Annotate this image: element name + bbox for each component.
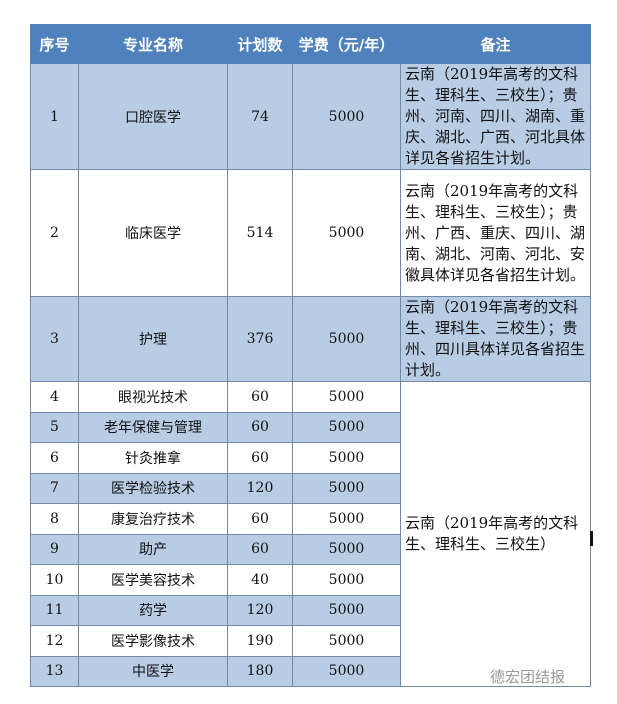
watermark: 德宏团结报: [490, 668, 566, 686]
header-fee: 学费（元/年）: [292, 24, 401, 64]
major-cell: 眼视光技术: [78, 381, 228, 413]
merged-note-cell: 云南（2019年高考的文科生、理科生、三校生）: [400, 381, 591, 687]
note-cell: 云南（2019年高考的文科生、理科生、三校生）；贵州、河南、四川、湖南、重庆、湖…: [400, 63, 591, 170]
header-seq: 序号: [30, 24, 79, 64]
plan-cell: 376: [227, 296, 293, 382]
fee-cell: 5000: [292, 296, 401, 382]
table-row: 13 中医学 180 5000: [30, 655, 591, 687]
fee-cell: 5000: [292, 564, 401, 596]
table-row: 6 针灸推拿 60 5000: [30, 442, 591, 474]
seq-cell: 10: [30, 564, 79, 596]
header-row: 序号 专业名称 计划数 学费（元/年） 备注: [30, 24, 591, 64]
fee-cell: 5000: [292, 63, 401, 170]
fee-cell: 5000: [292, 503, 401, 535]
plan-cell: 40: [227, 564, 293, 596]
major-cell: 药学: [78, 594, 228, 626]
note-cell: 云南（2019年高考的文科生、理科生、三校生）；贵州、四川具体详见各省招生计划。: [400, 296, 591, 382]
table-row: 2 临床医学 514 5000 云南（2019年高考的文科生、理科生、三校生）；…: [30, 169, 591, 297]
fee-cell: 5000: [292, 655, 401, 687]
plan-cell: 60: [227, 442, 293, 474]
major-cell: 康复治疗技术: [78, 503, 228, 535]
plan-cell: 60: [227, 533, 293, 565]
table-row: 9 助产 60 5000: [30, 533, 591, 565]
major-cell: 临床医学: [78, 169, 228, 297]
seq-cell: 13: [30, 655, 79, 687]
table-row: 4 眼视光技术 60 5000 云南（2019年高考的文科生、理科生、三校生）: [30, 381, 591, 687]
major-cell: 医学影像技术: [78, 625, 228, 657]
seq-cell: 3: [30, 296, 79, 382]
fee-cell: 5000: [292, 411, 401, 443]
seq-cell: 4: [30, 381, 79, 413]
text-cursor: [590, 531, 593, 546]
plan-cell: 60: [227, 381, 293, 413]
seq-cell: 5: [30, 411, 79, 443]
seq-cell: 6: [30, 442, 79, 474]
major-cell: 医学美容技术: [78, 564, 228, 596]
seq-cell: 9: [30, 533, 79, 565]
major-cell: 老年保健与管理: [78, 411, 228, 443]
plan-cell: 514: [227, 169, 293, 297]
fee-cell: 5000: [292, 442, 401, 474]
fee-cell: 5000: [292, 169, 401, 297]
table-row: 12 医学影像技术 190 5000: [30, 625, 591, 657]
seq-cell: 7: [30, 472, 79, 504]
plan-cell: 180: [227, 655, 293, 687]
seq-cell: 12: [30, 625, 79, 657]
seq-cell: 8: [30, 503, 79, 535]
seq-cell: 1: [30, 63, 79, 170]
plan-cell: 60: [227, 411, 293, 443]
seq-cell: 11: [30, 594, 79, 626]
table-row: 1 口腔医学 74 5000 云南（2019年高考的文科生、理科生、三校生）；贵…: [30, 63, 591, 170]
enrollment-table: 序号 专业名称 计划数 学费（元/年） 备注 1 口腔医学 74 5000 云南…: [30, 24, 591, 687]
plan-cell: 190: [227, 625, 293, 657]
plan-cell: 60: [227, 503, 293, 535]
major-cell: 针灸推拿: [78, 442, 228, 474]
fee-cell: 5000: [292, 594, 401, 626]
plan-cell: 120: [227, 594, 293, 626]
fee-cell: 5000: [292, 381, 401, 413]
major-cell: 护理: [78, 296, 228, 382]
header-major: 专业名称: [78, 24, 228, 64]
major-cell: 助产: [78, 533, 228, 565]
header-plan: 计划数: [227, 24, 293, 64]
major-cell: 中医学: [78, 655, 228, 687]
table-row: 8 康复治疗技术 60 5000: [30, 503, 591, 535]
major-cell: 医学检验技术: [78, 472, 228, 504]
header-note: 备注: [400, 24, 591, 64]
plan-cell: 74: [227, 63, 293, 170]
plan-cell: 120: [227, 472, 293, 504]
fee-cell: 5000: [292, 472, 401, 504]
seq-cell: 2: [30, 169, 79, 297]
table-row: 7 医学检验技术 120 5000: [30, 472, 591, 504]
table-row: 3 护理 376 5000 云南（2019年高考的文科生、理科生、三校生）；贵州…: [30, 296, 591, 382]
major-cell: 口腔医学: [78, 63, 228, 170]
note-cell: 云南（2019年高考的文科生、理科生、三校生）；贵州、广西、重庆、四川、湖南、湖…: [400, 169, 591, 297]
fee-cell: 5000: [292, 533, 401, 565]
fee-cell: 5000: [292, 625, 401, 657]
table-row: 5 老年保健与管理 60 5000: [30, 411, 591, 443]
table-row: 10 医学美容技术 40 5000: [30, 564, 591, 596]
